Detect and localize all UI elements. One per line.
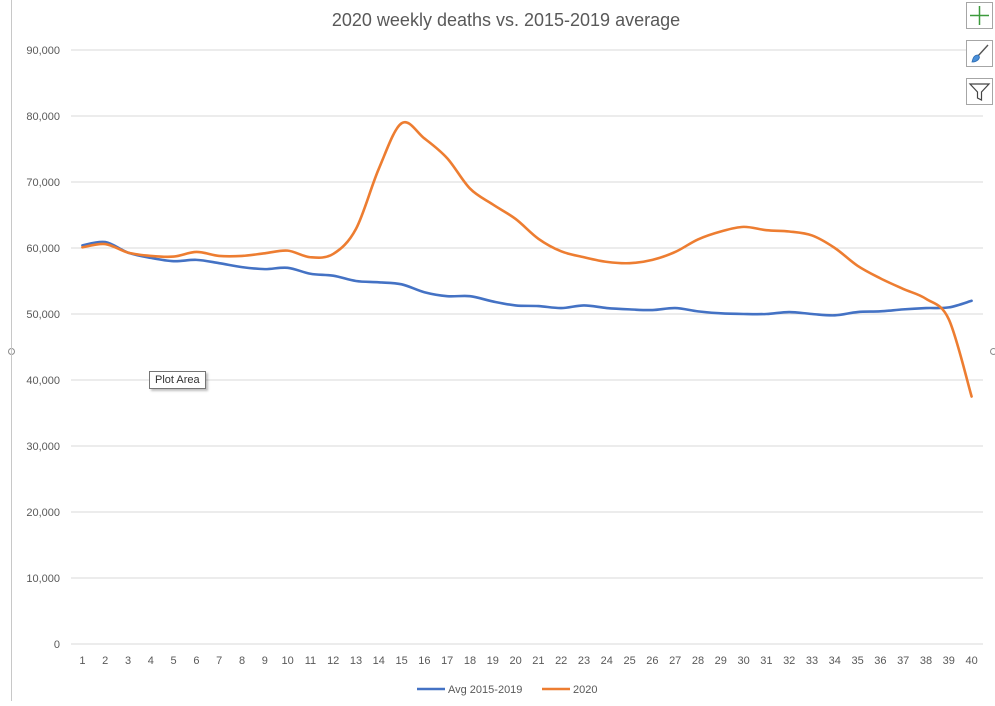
x-tick-label: 8 xyxy=(239,655,245,667)
plot-area-tooltip: Plot Area xyxy=(149,371,206,389)
chart-elements-button[interactable] xyxy=(966,2,993,29)
series-layer xyxy=(81,120,973,398)
y-tick-label: 70,000 xyxy=(26,177,60,189)
x-tick-label: 3 xyxy=(125,655,131,667)
y-tick-label: 40,000 xyxy=(26,375,60,387)
x-tick-label: 33 xyxy=(806,655,818,667)
y-tick-label: 80,000 xyxy=(26,111,60,123)
x-tick-label: 37 xyxy=(897,655,909,667)
x-tick-label: 30 xyxy=(737,655,749,667)
x-tick-label: 15 xyxy=(395,655,407,667)
x-tick-label: 17 xyxy=(441,655,453,667)
chart-styles-button[interactable] xyxy=(966,40,993,67)
x-tick-label: 34 xyxy=(829,655,841,667)
x-tick-label: 28 xyxy=(692,655,704,667)
x-tick-label: 19 xyxy=(487,655,499,667)
x-tick-label: 16 xyxy=(418,655,430,667)
legend-label-2: 2020 xyxy=(573,684,597,696)
x-tick-label: 40 xyxy=(965,655,977,667)
x-tick-label: 7 xyxy=(216,655,222,667)
y-tick-label: 50,000 xyxy=(26,309,60,321)
legend[interactable]: Avg 2015-2019 2020 xyxy=(417,684,597,696)
y-tick-label: 10,000 xyxy=(26,573,60,585)
brush-icon xyxy=(971,44,989,63)
x-tick-label: 2 xyxy=(102,655,108,667)
x-tick-label: 10 xyxy=(281,655,293,667)
x-tick-label: 38 xyxy=(920,655,932,667)
funnel-icon xyxy=(968,83,991,101)
chart-frame-left-border xyxy=(11,0,12,701)
x-tick-label: 27 xyxy=(669,655,681,667)
x-tick-label: 1 xyxy=(79,655,85,667)
series-line-2[interactable] xyxy=(81,120,973,398)
x-tick-label: 4 xyxy=(148,655,154,667)
x-tick-label: 23 xyxy=(578,655,590,667)
x-axis-tick-labels: 1 2 3 4 5 6 7 8 9 10 11 12 13 14 15 16 17 18 19 20 21 22 23 24 2… xyxy=(79,655,977,667)
x-tick-label: 31 xyxy=(760,655,772,667)
y-tick-label: 90,000 xyxy=(26,45,60,57)
x-tick-label: 6 xyxy=(193,655,199,667)
x-tick-label: 20 xyxy=(509,655,521,667)
chart-filters-button[interactable] xyxy=(966,78,993,105)
y-tick-label: 20,000 xyxy=(26,507,60,519)
legend-label-1: Avg 2015-2019 xyxy=(448,684,522,696)
x-tick-label: 39 xyxy=(943,655,955,667)
x-tick-label: 5 xyxy=(171,655,177,667)
x-tick-label: 26 xyxy=(646,655,658,667)
x-tick-label: 13 xyxy=(350,655,362,667)
x-tick-label: 35 xyxy=(851,655,863,667)
x-tick-label: 12 xyxy=(327,655,339,667)
x-tick-label: 32 xyxy=(783,655,795,667)
x-tick-label: 11 xyxy=(305,655,316,667)
y-tick-label: 30,000 xyxy=(26,441,60,453)
gridlines xyxy=(71,49,983,645)
x-tick-label: 18 xyxy=(464,655,476,667)
x-tick-label: 29 xyxy=(715,655,727,667)
x-tick-label: 36 xyxy=(874,655,886,667)
x-tick-label: 24 xyxy=(601,655,613,667)
x-tick-label: 25 xyxy=(623,655,635,667)
x-tick-label: 9 xyxy=(262,655,268,667)
chart-title[interactable]: 2020 weekly deaths vs. 2015-2019 average xyxy=(332,10,680,30)
resize-handle-right[interactable] xyxy=(990,348,995,355)
y-axis-tick-labels: 0 10,000 20,000 30,000 40,000 50,000 60,000 70,… xyxy=(26,45,60,651)
plus-icon xyxy=(970,6,989,25)
y-tick-label: 0 xyxy=(54,639,60,651)
series-line-1[interactable] xyxy=(81,240,973,317)
y-tick-label: 60,000 xyxy=(26,243,60,255)
x-tick-label: 22 xyxy=(555,655,567,667)
x-tick-label: 21 xyxy=(532,655,544,667)
x-tick-label: 14 xyxy=(373,655,385,667)
